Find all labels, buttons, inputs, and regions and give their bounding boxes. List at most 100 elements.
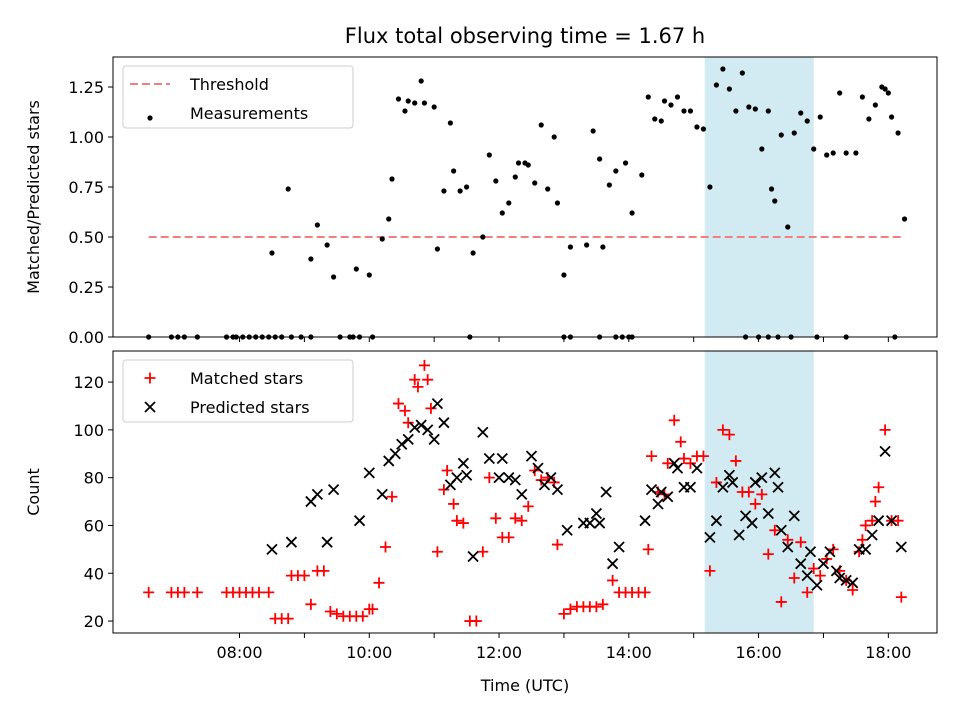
ratio-measurement-point (584, 242, 590, 248)
matched-stars-point (412, 381, 424, 393)
predicted-stars-point (717, 481, 729, 493)
ratio-measurement-point (447, 120, 453, 126)
predicted-stars-point (762, 507, 774, 520)
ratio-measurement-point (353, 266, 359, 272)
matched-stars-point (743, 486, 755, 498)
predicted-stars-point (457, 457, 469, 469)
matched-stars-point (516, 515, 528, 527)
matched-stars-point (675, 436, 687, 448)
count-y-tick-label: 40 (84, 564, 104, 583)
ratio-measurement-point (681, 108, 687, 114)
predicted-stars-point (545, 472, 557, 484)
matched-stars-point (762, 548, 774, 560)
matched-stars-point (723, 429, 735, 441)
predicted-stars-point (321, 536, 333, 548)
predicted-stars-point (662, 491, 674, 503)
predicted-stars-point (885, 515, 898, 527)
ratio-measurement-point (389, 176, 395, 182)
ratio-measurement-point (798, 110, 804, 116)
predicted-stars-point (840, 574, 852, 587)
matched-stars-point (597, 598, 609, 610)
ratio-measurement-point (308, 256, 314, 262)
predicted-stars-point (551, 483, 564, 496)
matched-stars-point (441, 464, 453, 476)
ratio-measurement-point (658, 118, 664, 124)
matched-stars-point (535, 474, 547, 486)
predicted-stars-point (775, 524, 787, 536)
x-tick-label: 16:00 (736, 643, 782, 662)
matched-stars-point (331, 608, 343, 620)
predicted-stars-point (847, 577, 859, 589)
matched-stars-point (418, 359, 430, 371)
ratio-measurement-point (791, 130, 797, 136)
ratio-measurement-point (366, 272, 372, 278)
predicted-stars-point (691, 462, 703, 474)
figure-title: Flux total observing time = 1.67 h (345, 24, 705, 48)
predicted-stars-point (593, 517, 606, 529)
predicted-stars-point (525, 450, 538, 462)
ratio-measurement-point (726, 86, 732, 92)
predicted-stars-point (409, 421, 421, 434)
matched-stars-point (522, 500, 534, 512)
count-y-axis-label: Count (24, 468, 43, 516)
ratio-measurement-point (418, 78, 424, 84)
predicted-stars-point (746, 517, 758, 529)
predicted-stars-point (600, 486, 612, 498)
matched-stars-point (847, 584, 859, 596)
ratio-measurement-point (421, 100, 428, 106)
ratio-measurement-point (804, 118, 810, 124)
predicted-stars-point (795, 558, 807, 570)
matched-stars-point (263, 586, 275, 598)
predicted-stars-point (723, 469, 736, 481)
ratio-measurement-point (778, 132, 784, 138)
predicted-stars-point (438, 417, 450, 429)
predicted-stars-point (590, 507, 603, 520)
predicted-stars-point (389, 448, 401, 460)
matched-stars-point (431, 546, 443, 558)
ratio-measurement-point (752, 106, 758, 112)
ratio-measurement-point (901, 216, 908, 222)
ratio-measurement-point (395, 96, 402, 102)
ratio-legend-label: Threshold (189, 75, 269, 94)
matched-stars-point (860, 519, 872, 531)
predicted-stars-point (503, 472, 515, 484)
predicted-stars-point (811, 579, 823, 591)
ratio-measurement-point (324, 242, 330, 248)
matched-stars-point (895, 591, 907, 603)
predicted-stars-point (467, 550, 479, 563)
ratio-measurement-point (759, 146, 765, 152)
predicted-stars-point (684, 481, 697, 493)
matched-stars-point (490, 512, 502, 524)
ratio-measurement-point (434, 246, 441, 252)
legend-predicted-stars-swatch (144, 401, 156, 413)
predicted-stars-point (422, 424, 434, 436)
ratio-measurement-point (830, 150, 836, 156)
ratio-shaded-interval (704, 57, 814, 337)
ratio-measurement-point (412, 100, 418, 106)
predicted-stars-point (772, 481, 784, 493)
ratio-measurement-point (733, 108, 739, 114)
matched-stars-point (483, 472, 495, 484)
matched-stars-point (684, 457, 696, 469)
predicted-stars-point (830, 565, 843, 577)
predicted-stars-point (451, 472, 463, 484)
predicted-stars-point (493, 472, 505, 484)
predicted-stars-point (859, 543, 872, 555)
predicted-stars-point (428, 433, 440, 446)
ratio-measurement-point (824, 152, 830, 158)
predicted-stars-point (639, 515, 651, 527)
ratio-measurement-point (493, 178, 499, 184)
ratio-measurement-point (512, 174, 518, 180)
ratio-measurement-point (597, 156, 603, 162)
ratio-panel: 0.00 0.25 0.50 0.75 1.00 1.25 Matched/Predicte… (24, 56, 938, 347)
predicted-stars-point (645, 483, 658, 496)
predicted-stars-point (824, 546, 836, 558)
predicted-stars-point (327, 483, 340, 496)
matched-stars-point (425, 402, 437, 414)
predicted-stars-point (801, 570, 813, 582)
ratio-measurement-point (811, 146, 817, 152)
count-legend-box (122, 359, 354, 423)
ratio-measurement-point (606, 182, 612, 188)
x-tick-label: 12:00 (476, 643, 522, 662)
x-tick-label: 08:00 (216, 643, 262, 662)
